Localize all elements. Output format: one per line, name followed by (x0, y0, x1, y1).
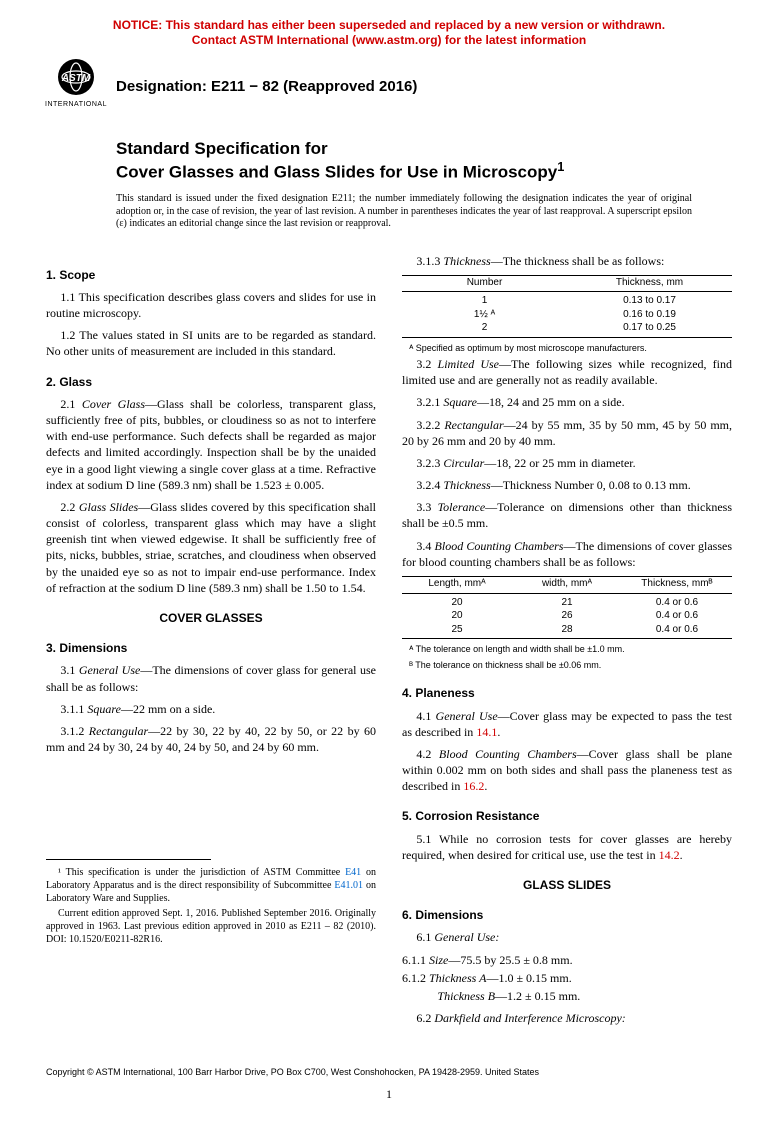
s3-3: 3.3 Tolerance—Tolerance on dimensions ot… (402, 499, 732, 531)
issue-note: This standard is issued under the fixed … (116, 193, 692, 231)
footnote-divider (46, 859, 211, 860)
s3-2-1: 3.2.1 Square—18, 24 and 25 mm on a side. (402, 394, 732, 410)
s6-2: 6.2 Darkfield and Interference Microscop… (402, 1010, 732, 1026)
t2r2c2: 26 (512, 609, 622, 623)
right-column: 3.1.3 Thickness—The thickness shall be a… (402, 253, 732, 1033)
svg-text:ASTM: ASTM (61, 73, 91, 84)
s3-1-2: 3.1.2 Rectangular—22 by 30, 22 by 40, 22… (46, 723, 376, 755)
s6-1-2: 6.1.2 Thickness A—1.0 ± 0.15 mm. (402, 970, 732, 986)
s3-2-2: 3.2.2 Rectangular—24 by 55 mm, 35 by 50 … (402, 417, 732, 449)
link-14-2[interactable]: 14.2 (659, 848, 680, 862)
cover-glasses-head: COVER GLASSES (46, 610, 376, 626)
astm-logo-icon: ASTM (48, 58, 104, 102)
footnote-2: Current edition approved Sept. 1, 2016. … (46, 907, 376, 946)
header-row: ASTM INTERNATIONAL Designation: E211 − 8… (46, 58, 732, 110)
astm-logo: ASTM INTERNATIONAL (46, 58, 106, 110)
glass-slides-head: GLASS SLIDES (402, 877, 732, 893)
s1-1: 1.1 This specification describes glass c… (46, 289, 376, 321)
tbl2-noteB: ᴮ The tolerance on thickness shall be ±0… (402, 659, 732, 671)
t1r2c2: 0.16 to 0.19 (567, 308, 732, 322)
th-length: Length, mmᴬ (402, 577, 512, 591)
page-number: 1 (46, 1086, 732, 1102)
footnotes: ¹ This specification is under the jurisd… (46, 866, 376, 946)
title-text: Cover Glasses and Glass Slides for Use i… (116, 163, 557, 182)
t1r2c1: 1½ ᴬ (402, 308, 567, 322)
left-column: 1. Scope 1.1 This specification describe… (46, 253, 376, 1033)
t2r2c3: 0.4 or 0.6 (622, 609, 732, 623)
s1-2: 1.2 The values stated in SI units are to… (46, 327, 376, 359)
t2r1c1: 20 (402, 596, 512, 610)
title-sup: 1 (557, 159, 564, 174)
s3-2-3: 3.2.3 Circular—18, 22 or 25 mm in diamet… (402, 455, 732, 471)
s3-1-1: 3.1.1 Square—22 mm on a side. (46, 701, 376, 717)
t1r1c2: 0.13 to 0.17 (567, 294, 732, 308)
s3-4: 3.4 Blood Counting Chambers—The dimensio… (402, 538, 732, 570)
th-thick: Thickness, mmᴮ (622, 577, 732, 591)
link-14-1[interactable]: 14.1 (476, 725, 497, 739)
s3-head: 3. Dimensions (46, 640, 376, 656)
s2-1: 2.1 Cover Glass—Glass shall be colorless… (46, 396, 376, 493)
notice-line2: Contact ASTM International (www.astm.org… (192, 33, 586, 47)
logo-label: INTERNATIONAL (45, 100, 107, 109)
s6-1-2b: Thickness B—1.2 ± 0.15 mm. (416, 988, 732, 1004)
fn1-link-e4101[interactable]: E41.01 (334, 880, 363, 891)
footnote-1: ¹ This specification is under the jurisd… (46, 866, 376, 905)
th-thickness: Thickness, mm (567, 276, 732, 290)
tbl2-noteA: ᴬ The tolerance on length and width shal… (402, 643, 732, 655)
copyright: Copyright © ASTM International, 100 Barr… (46, 1066, 732, 1078)
body-columns: 1. Scope 1.1 This specification describe… (46, 253, 732, 1033)
s4-1: 4.1 General Use—Cover glass may be expec… (402, 708, 732, 740)
s4-head: 4. Planeness (402, 685, 732, 701)
t1r3c2: 0.17 to 0.25 (567, 321, 732, 335)
blood-table: Length, mmᴬ width, mmᴬ Thickness, mmᴮ 20… (402, 576, 732, 639)
s2-2: 2.2 Glass Slides—Glass slides covered by… (46, 499, 376, 596)
t2r3c3: 0.4 or 0.6 (622, 623, 732, 637)
t2r2c1: 20 (402, 609, 512, 623)
s2-head: 2. Glass (46, 374, 376, 390)
thickness-table: Number Thickness, mm 10.13 to 0.17 1½ ᴬ0… (402, 275, 732, 338)
fn1-link-e41[interactable]: E41 (345, 867, 361, 878)
s6-head: 6. Dimensions (402, 907, 732, 923)
s6-1-1: 6.1.1 Size—75.5 by 25.5 ± 0.8 mm. (402, 952, 732, 968)
s1-head: 1. Scope (46, 267, 376, 283)
s3-2: 3.2 Limited Use—The following sizes whil… (402, 356, 732, 388)
t2r3c1: 25 (402, 623, 512, 637)
s6-1: 6.1 General Use: (402, 929, 732, 945)
th-width: width, mmᴬ (512, 577, 622, 591)
t1r1c1: 1 (402, 294, 567, 308)
title-line1: Standard Specification for (116, 138, 732, 159)
fn1a: ¹ This specification is under the jurisd… (58, 867, 345, 878)
s4-2: 4.2 Blood Counting Chambers—Cover glass … (402, 746, 732, 795)
s3-1-3: 3.1.3 Thickness—The thickness shall be a… (402, 253, 732, 269)
s3-1: 3.1 General Use—The dimensions of cover … (46, 662, 376, 694)
s3-2-4: 3.2.4 Thickness—Thickness Number 0, 0.08… (402, 477, 732, 493)
s5-1: 5.1 While no corrosion tests for cover g… (402, 831, 732, 863)
t1r3c1: 2 (402, 321, 567, 335)
designation: Designation: E211 − 82 (Reapproved 2016) (116, 77, 417, 97)
page: NOTICE: This standard has either been su… (0, 0, 778, 1121)
notice-line1: NOTICE: This standard has either been su… (113, 18, 665, 32)
s5-head: 5. Corrosion Resistance (402, 808, 732, 824)
title-line2: Cover Glasses and Glass Slides for Use i… (116, 159, 732, 183)
t2r1c2: 21 (512, 596, 622, 610)
tbl1-noteA: ᴬ Specified as optimum by most microscop… (402, 342, 732, 354)
link-16-2[interactable]: 16.2 (463, 779, 484, 793)
title-block: Standard Specification for Cover Glasses… (116, 138, 732, 183)
th-number: Number (402, 276, 567, 290)
t2r1c3: 0.4 or 0.6 (622, 596, 732, 610)
notice-banner: NOTICE: This standard has either been su… (46, 18, 732, 48)
t2r3c2: 28 (512, 623, 622, 637)
